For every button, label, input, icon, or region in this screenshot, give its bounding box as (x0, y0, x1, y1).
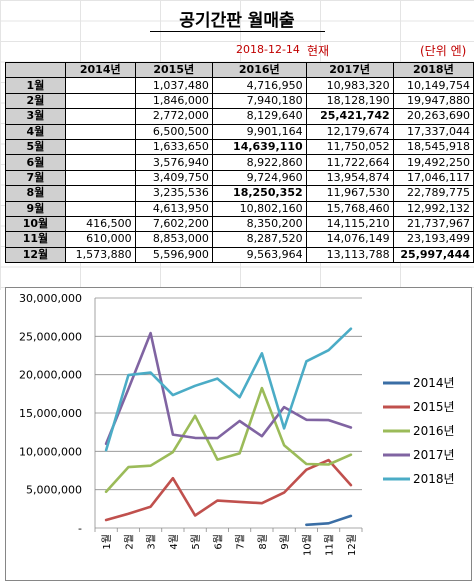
now-label: 현재 (307, 44, 330, 58)
table-row: 3월 2,772,000 8,129,640 25,421,742 20,263,690 (5, 108, 474, 125)
legend-label: 2016년 (413, 424, 455, 438)
x-tick-label: 5월 (190, 534, 202, 550)
value-cell: 18,128,190 (305, 92, 394, 110)
date-label: 2018-12-14 (236, 43, 300, 56)
x-tick-label: 6월 (212, 534, 224, 550)
month-cell: 12월 (5, 246, 66, 264)
month-cell: 5월 (5, 138, 66, 156)
value-cell: 1,846,000 (134, 92, 213, 110)
value-cell: 17,337,044 (392, 123, 474, 140)
table-row: 1월 1,037,480 4,716,950 10,983,320 10,149,754 (5, 77, 474, 94)
y-tick-label: 25,000,000 (19, 330, 82, 343)
x-tick-label: 7월 (235, 534, 247, 550)
value-cell: 1,573,880 (64, 246, 136, 264)
month-cell: 10월 (5, 215, 66, 233)
value-cell: 10,149,754 (392, 77, 474, 94)
unit-label: (단위 엔) (420, 44, 467, 58)
month-cell: 1월 (5, 77, 66, 94)
value-cell: 17,046,117 (392, 169, 474, 187)
month-cell: 3월 (5, 108, 66, 125)
value-cell: 5,596,900 (134, 246, 213, 264)
value-cell: 9,563,964 (211, 246, 307, 264)
legend-label: 2017년 (413, 448, 455, 462)
x-tick-label: 8월 (257, 534, 269, 550)
series-line (104, 327, 353, 452)
month-cell: 2월 (5, 92, 66, 110)
value-cell: 13,954,874 (305, 169, 394, 187)
value-cell: 8,922,860 (211, 154, 307, 171)
month-cell: 4월 (5, 123, 66, 140)
value-cell: 7,940,180 (211, 92, 307, 110)
value-cell: 8,129,640 (211, 108, 307, 125)
header-cell: 2015년 (134, 61, 213, 79)
value-cell: 1,037,480 (134, 77, 213, 94)
series-line (104, 331, 353, 446)
x-tick-label: 1월 (101, 534, 113, 550)
x-tick-label: 4월 (168, 534, 180, 550)
value-cell: 25,421,742 (305, 108, 394, 125)
value-cell: 1,633,650 (134, 138, 213, 156)
value-cell: 14,076,149 (305, 231, 394, 248)
header-cell: 2014년 (64, 61, 136, 79)
table-row: 12월 1,573,880 5,596,900 9,563,964 13,113,788… (5, 246, 474, 264)
series-line (104, 386, 353, 494)
month-cell: 6월 (5, 154, 66, 171)
value-cell: 416,500 (64, 215, 136, 233)
table-row: 9월 4,613,950 10,802,160 15,768,460 12,992,13… (5, 200, 474, 217)
table-row: 5월 1,633,650 14,639,110 11,750,052 18,545,91… (5, 138, 474, 156)
page-title: 공기간판 월매출 (179, 11, 295, 31)
sales-table: 2014년 2015년 2016년 2017년 2018년 1월 1,037,48… (5, 61, 474, 264)
x-tick-label: 12월 (346, 534, 358, 556)
x-tick-label: 3월 (146, 534, 158, 550)
value-cell: 8,287,520 (211, 231, 307, 248)
value-cell: 22,789,775 (392, 185, 474, 202)
value-cell: 11,967,530 (305, 185, 394, 202)
title-underline (150, 31, 325, 32)
value-cell: 15,768,460 (305, 200, 394, 217)
header-cell: 2016년 (211, 61, 307, 79)
y-tick-label: 15,000,000 (19, 407, 82, 420)
value-cell: 20,263,690 (392, 108, 474, 125)
y-tick-label: - (78, 522, 82, 535)
table-row: 2월 1,846,000 7,940,180 18,128,190 19,947,880 (5, 92, 474, 110)
value-cell: 11,722,664 (305, 154, 394, 171)
value-cell: 11,750,052 (305, 138, 394, 156)
legend-label: 2018년 (413, 472, 455, 486)
legend-label: 2015년 (413, 400, 455, 414)
x-tick-label: 10월 (301, 534, 313, 556)
value-cell: 10,802,160 (211, 200, 307, 217)
value-cell: 13,113,788 (305, 246, 394, 264)
table-header-row: 2014년 2015년 2016년 2017년 2018년 (5, 61, 474, 79)
value-cell: 2,772,000 (134, 108, 213, 125)
x-tick-label: 9월 (279, 534, 291, 550)
value-cell: 25,997,444 (392, 246, 474, 264)
series-line (305, 514, 353, 527)
value-cell: 19,947,880 (392, 92, 474, 110)
x-tick-label: 11월 (324, 534, 336, 556)
y-tick-label: 5,000,000 (26, 484, 82, 497)
value-cell: 4,716,950 (211, 77, 307, 94)
header-cell: 2018년 (392, 61, 474, 79)
y-tick-label: 30,000,000 (19, 292, 82, 305)
y-tick-label: 20,000,000 (19, 369, 82, 382)
header-cell (5, 61, 66, 79)
value-cell: 4,613,950 (134, 200, 213, 217)
legend-label: 2014년 (413, 376, 455, 390)
value-cell: 10,983,320 (305, 77, 394, 94)
value-cell: 9,724,960 (211, 169, 307, 187)
value-cell: 3,235,536 (134, 185, 213, 202)
series-line (104, 458, 353, 522)
x-tick-label: 2월 (123, 534, 135, 550)
y-tick-label: 10,000,000 (19, 445, 82, 458)
